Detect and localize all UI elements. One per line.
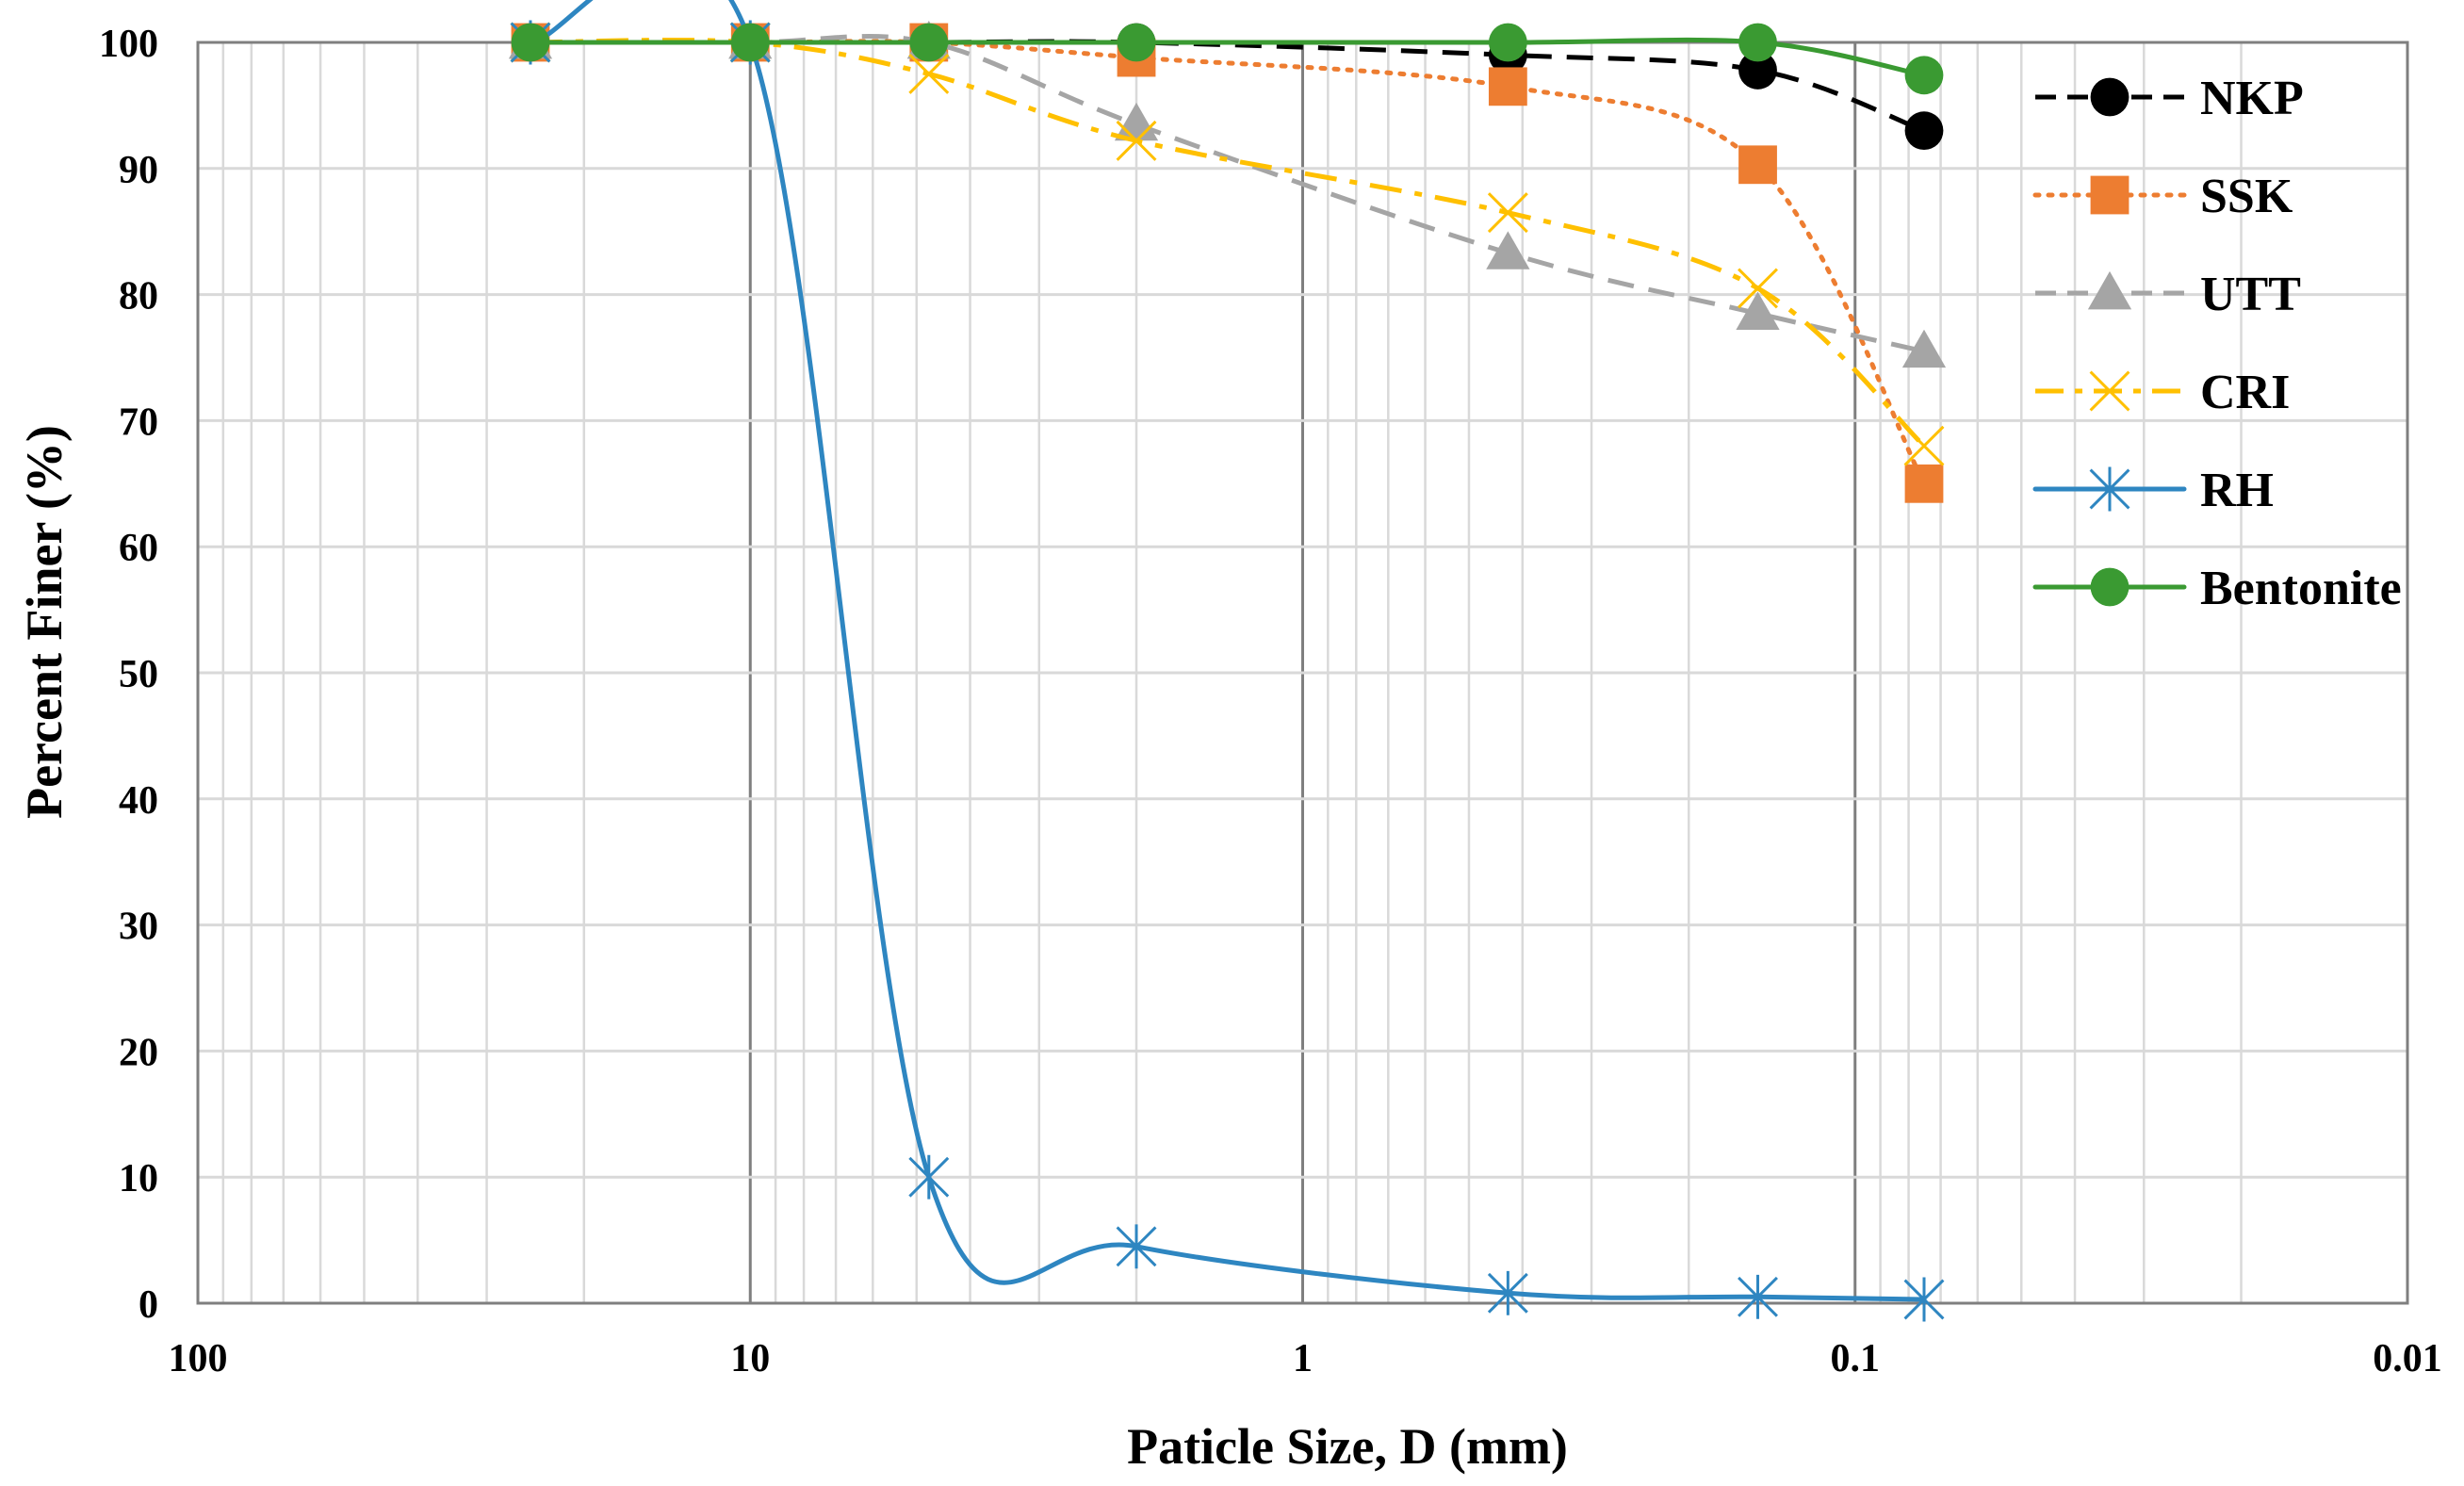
series-cri (510, 22, 1945, 466)
y-tick-label: 50 (119, 653, 158, 696)
series-bentonite (511, 23, 1944, 95)
x-tick-label: 10 (730, 1337, 770, 1380)
x-tick-label: 0.01 (2373, 1337, 2442, 1380)
series-layer (508, 0, 1947, 1322)
y-tick-label: 30 (119, 906, 158, 949)
marker-x (1738, 268, 1778, 309)
marker-circle (1488, 23, 1527, 62)
x-tick-label: 100 (169, 1337, 228, 1380)
series-rh (510, 0, 1945, 1322)
marker-circle (1904, 111, 1944, 151)
y-tick-label: 90 (119, 149, 158, 192)
x-tick-label: 0.1 (1831, 1337, 1881, 1380)
marker-triangle (1486, 231, 1530, 269)
marker-asterisk (1738, 1274, 1778, 1319)
y-tick-label: 80 (119, 275, 158, 318)
legend-item-utt: UTT (2035, 268, 2301, 321)
marker-x (908, 53, 950, 94)
marker-circle (2090, 77, 2129, 117)
grid (198, 41, 2409, 1305)
legend-item-ssk: SSK (2032, 170, 2293, 223)
series-line (528, 39, 1927, 486)
legend-item-nkp: NKP (2035, 72, 2304, 125)
marker-square (1488, 67, 1527, 106)
marker-circle (1117, 23, 1156, 62)
legend-label: CRI (2200, 366, 2290, 419)
marker-triangle (2087, 270, 2132, 310)
y-tick-label: 10 (119, 1157, 158, 1200)
y-tick-label: 20 (119, 1031, 158, 1074)
series-utt (508, 20, 1947, 368)
series-line (530, 34, 1925, 354)
marker-circle (909, 23, 949, 62)
legend-label: RH (2200, 464, 2274, 517)
marker-asterisk (1116, 1224, 1157, 1269)
marker-asterisk (2089, 466, 2130, 512)
series-line (530, 38, 1926, 448)
y-tick-label: 70 (119, 400, 158, 444)
marker-x (2089, 370, 2130, 412)
marker-circle (2090, 567, 2129, 607)
marker-square (1904, 464, 1944, 503)
marker-circle (1904, 56, 1944, 95)
legend-item-rh: RH (2032, 464, 2274, 517)
legend-label: Bentonite (2200, 562, 2402, 615)
marker-asterisk (908, 1154, 950, 1200)
legend-label: UTT (2200, 268, 2301, 321)
legend-label: NKP (2200, 72, 2304, 125)
marker-circle (511, 23, 550, 62)
marker-square (2090, 175, 2129, 215)
y-tick-label: 0 (139, 1283, 158, 1327)
legend-item-cri: CRI (2035, 366, 2290, 419)
x-axis-title: Paticle Size, D (mm) (1127, 1418, 1568, 1475)
marker-x (1116, 120, 1157, 161)
y-tick-label: 100 (99, 23, 158, 66)
legend: NKP SSK UTT CRI RH Bentonite (2032, 72, 2402, 615)
series-ssk (511, 23, 1944, 503)
legend-item-bentonite: Bentonite (2032, 562, 2402, 615)
y-tick-label: 40 (119, 779, 158, 823)
marker-circle (1738, 51, 1777, 90)
marker-triangle (1736, 291, 1780, 331)
series-line (528, 0, 1927, 1302)
marker-asterisk (1487, 1270, 1528, 1315)
marker-x (1903, 425, 1945, 466)
marker-circle (1738, 23, 1777, 62)
legend-label: SSK (2200, 170, 2293, 223)
marker-triangle (1901, 329, 1947, 368)
marker-square (1738, 145, 1777, 185)
x-tick-label: 1 (1293, 1337, 1313, 1380)
marker-circle (730, 23, 770, 62)
tick-labels: 0 10 20 30 40 50 60 70 80 90 100 100 10 1 0.1 0.01 (99, 23, 2442, 1380)
y-tick-label: 60 (119, 527, 158, 570)
marker-x (1487, 192, 1528, 234)
marker-asterisk (1903, 1277, 1945, 1322)
y-axis-title: Percent Finer (%) (16, 425, 73, 819)
